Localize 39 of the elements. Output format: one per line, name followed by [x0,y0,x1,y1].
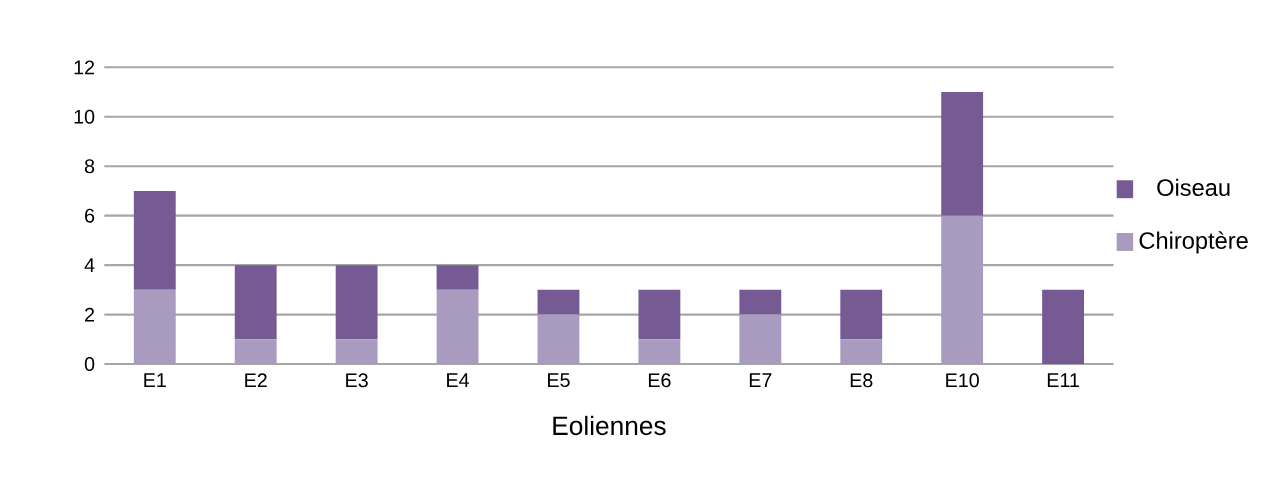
bar [638,339,681,365]
bar [436,265,479,291]
bar [537,290,580,315]
x-tick-label: E10 [946,373,979,388]
bar [638,290,681,340]
bar [537,314,580,365]
bar [234,339,277,365]
y-tick-label: 2 [85,307,95,322]
x-tick-label: E2 [245,373,267,388]
y-tick-label: 0 [84,357,95,372]
bar [840,339,883,365]
x-tick-label: E3 [346,373,368,388]
bar [739,314,782,365]
y-tick-label: 6 [85,208,95,223]
x-axis-title: Eoliennes [553,416,666,436]
y-tick-label: 10 [74,109,95,124]
x-tick-label: E4 [447,373,470,388]
bar [335,265,378,340]
x-tick-label: E5 [548,373,570,388]
y-tick-label: 12 [74,60,95,75]
x-tick-label: E6 [648,373,671,388]
legend-label: Chiroptère [1139,231,1248,254]
bar [941,215,984,365]
bar [739,290,782,315]
legend-label: Oiseau [1157,178,1230,197]
y-tick-label: 8 [84,159,95,174]
bar [941,92,984,216]
x-tick-label: E1 [144,373,166,388]
x-tick-label: E11 [1047,373,1079,388]
bar [234,265,277,340]
x-tick-label: E8 [850,373,873,388]
bar [1042,290,1085,365]
bar [335,339,378,365]
x-tick-label: E7 [749,373,772,388]
bar [133,290,176,365]
y-tick-label: 4 [84,258,95,273]
bar [840,290,883,340]
bar [436,290,479,365]
bar [133,191,176,291]
